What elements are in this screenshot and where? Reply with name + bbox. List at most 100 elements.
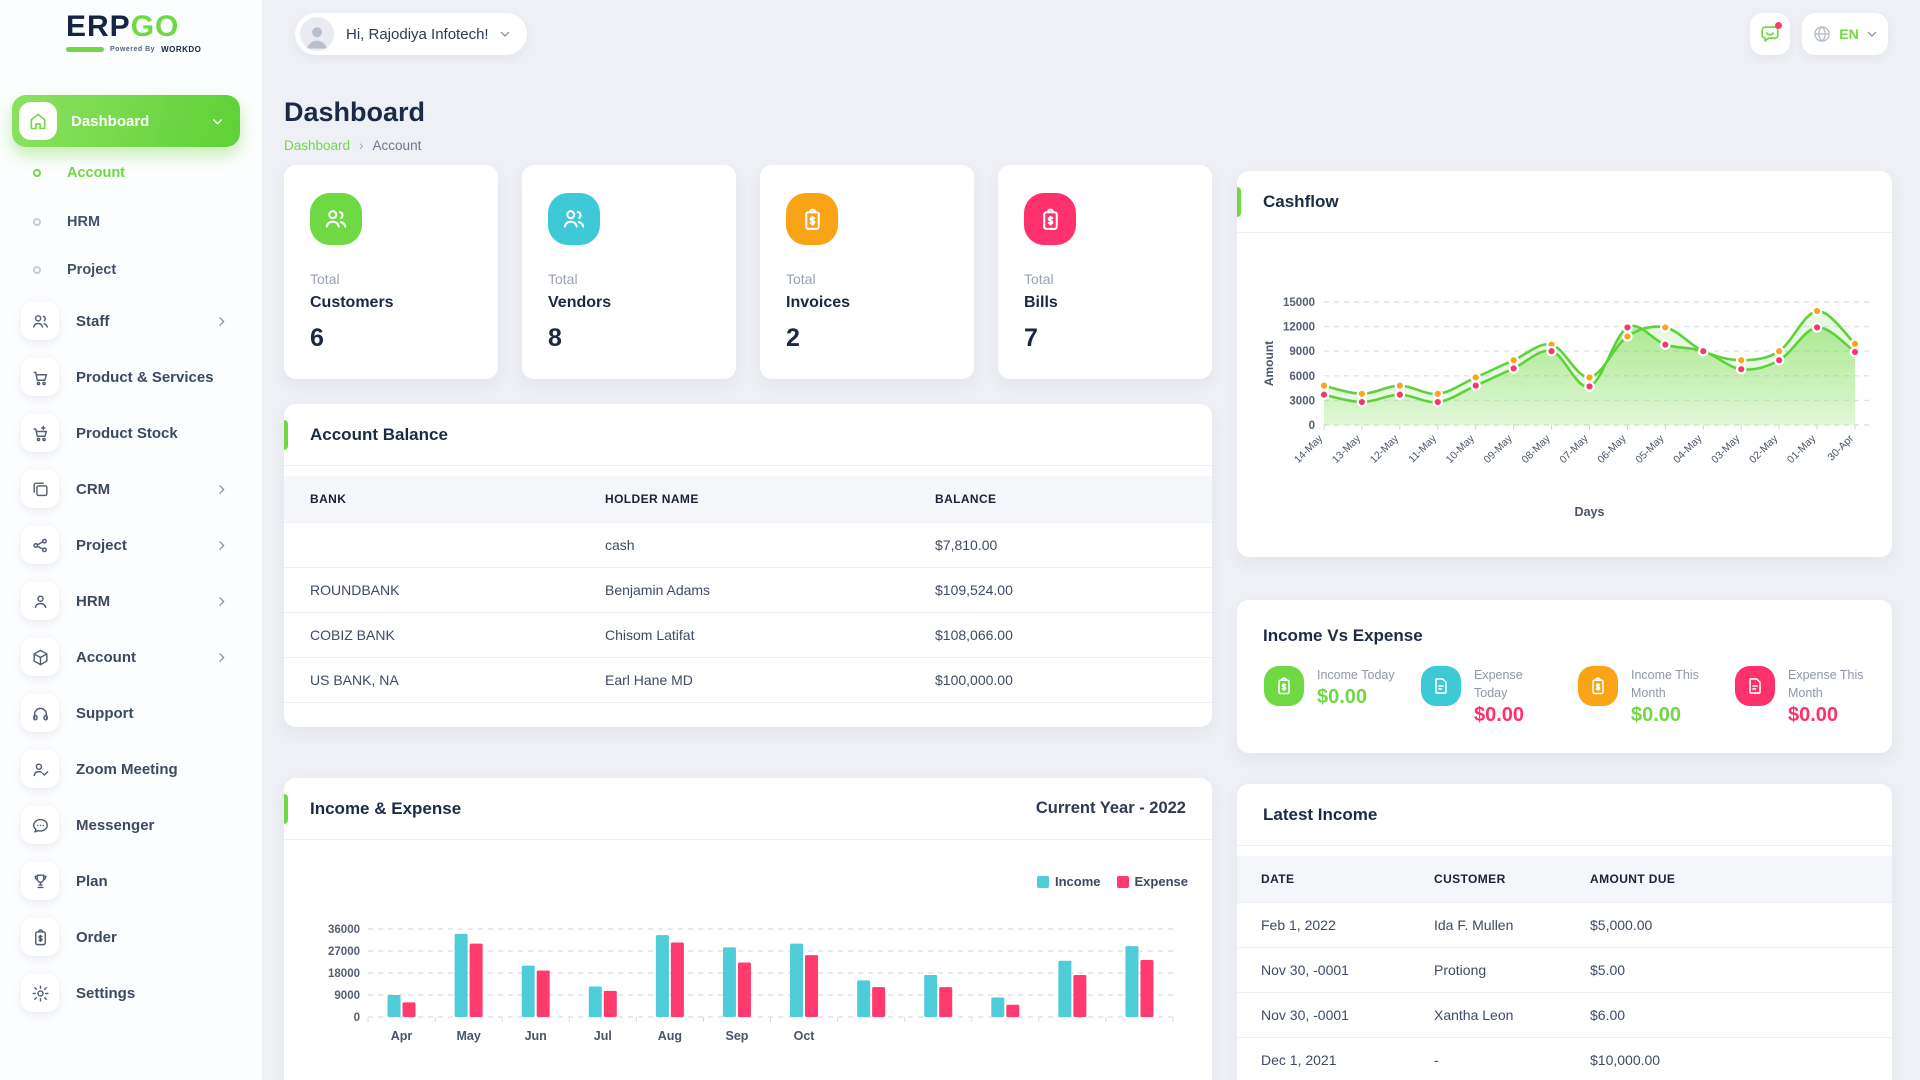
clipboard-dollar-icon <box>786 193 838 245</box>
table-row[interactable]: Nov 30, -0001 Protiong $5.00 <box>1237 946 1892 992</box>
chevron-down-icon <box>500 31 509 37</box>
svg-text:9000: 9000 <box>1289 346 1315 358</box>
sidebar-item-product-stock[interactable]: Product Stock <box>12 411 240 455</box>
svg-text:14-May: 14-May <box>1292 432 1326 466</box>
sidebar-item-label: Project <box>76 536 127 554</box>
income-month-item: Income This Month $0.00 <box>1578 666 1735 727</box>
app-logo[interactable]: ERPGO Powered By WORKDO <box>66 12 201 54</box>
breadcrumb-dashboard[interactable]: Dashboard <box>284 138 351 153</box>
notifications-button[interactable] <box>1750 13 1790 55</box>
sidebar-item-hrm[interactable]: HRM <box>12 579 240 623</box>
chevron-right-icon <box>219 652 225 662</box>
sidebar-item-zoom-meeting[interactable]: Zoom Meeting <box>12 747 240 791</box>
table-row[interactable]: Nov 30, -0001 Xantha Leon $6.00 <box>1237 991 1892 1037</box>
trophy-icon <box>33 873 47 888</box>
latest-income-table: DATE CUSTOMER AMOUNT DUE Feb 1, 2022 Ida … <box>1237 856 1892 1080</box>
table-row[interactable]: COBIZ BANK Chisom Latifat $108,066.00 <box>284 611 1212 657</box>
clipboard-dollar-icon <box>1578 666 1618 706</box>
svg-text:02-May: 02-May <box>1747 432 1781 466</box>
table-row[interactable]: US BANK, NA Earl Hane MD $100,000.00 <box>284 656 1212 703</box>
gear-icon <box>32 985 48 1001</box>
user-greeting: Hi, Rajodiya Infotech! <box>346 25 489 43</box>
svg-text:30-Apr: 30-Apr <box>1825 432 1856 463</box>
logo-erp-text: ERP <box>66 10 131 43</box>
metric-value: $0.00 <box>1788 704 1839 727</box>
user-menu[interactable]: Hi, Rajodiya Infotech! <box>295 13 527 55</box>
svg-text:15000: 15000 <box>1283 297 1315 309</box>
column-header[interactable]: AMOUNT DUE <box>1566 856 1892 902</box>
sidebar-item-label: Order <box>76 928 117 946</box>
page-title: Dashboard <box>284 97 426 127</box>
cube-icon <box>32 649 48 665</box>
income-expense-card: Income & Expense Current Year - 2022 Inc… <box>284 778 1212 1080</box>
sidebar-item-label: Dashboard <box>71 112 150 130</box>
sidebar-item-hrm-sub[interactable]: HRM <box>12 205 240 239</box>
column-header[interactable]: CUSTOMER <box>1410 856 1566 902</box>
sidebar-item-support[interactable]: Support <box>12 691 240 735</box>
sidebar-item-dashboard[interactable]: Dashboard <box>12 95 240 147</box>
svg-text:06-May: 06-May <box>1595 432 1629 466</box>
bullet-icon <box>33 169 41 177</box>
column-header[interactable]: HOLDER NAME <box>579 476 909 522</box>
column-header[interactable]: DATE <box>1237 856 1410 902</box>
sidebar-item-account[interactable]: Account <box>12 156 240 190</box>
expense-month-item: Expense This Month $0.00 <box>1735 666 1892 727</box>
income-today-item: Income Today $0.00 <box>1264 666 1421 727</box>
sidebar-item-staff[interactable]: Staff <box>12 299 240 343</box>
table-row[interactable]: Dec 1, 2021- $10,000.00 <box>1237 1036 1892 1080</box>
sidebar-item-product-services[interactable]: Product & Services <box>12 355 240 399</box>
table-row[interactable]: cash $7,810.00 <box>284 521 1212 567</box>
chevron-right-icon <box>219 540 225 550</box>
income-expense-bar-chart[interactable]: 0 9000 18000 27000 36000 Apr May Jun Jul Aug Sep Oc… <box>284 840 1212 1080</box>
sidebar-item-label: Staff <box>76 312 110 330</box>
svg-text:Amount: Amount <box>1262 341 1276 386</box>
sidebar-item-order[interactable]: Order <box>12 915 240 959</box>
sidebar-item-messenger[interactable]: Messenger <box>12 803 240 847</box>
legend-expense[interactable]: Expense <box>1116 874 1188 889</box>
clipboard-dollar-icon <box>1264 666 1304 706</box>
sidebar-item-settings[interactable]: Settings <box>12 971 240 1015</box>
users-icon <box>32 314 48 328</box>
sidebar-item-plan[interactable]: Plan <box>12 859 240 903</box>
legend-income[interactable]: Income <box>1037 874 1101 889</box>
users-icon <box>548 193 600 245</box>
sidebar-item-label: Product Stock <box>76 424 178 442</box>
language-selector[interactable]: EN <box>1802 13 1888 55</box>
sidebar-item-label: Project <box>67 262 117 278</box>
accent-bar <box>284 420 288 450</box>
column-header[interactable]: BANK <box>284 476 579 522</box>
sidebar-item-label: Zoom Meeting <box>76 760 178 778</box>
sidebar-item-crm[interactable]: CRM <box>12 467 240 511</box>
breadcrumb: Dashboard › Account <box>284 138 422 153</box>
sidebar-item-label: Support <box>76 704 134 722</box>
avatar <box>300 17 334 51</box>
section-title: Cashflow <box>1263 191 1339 211</box>
sidebar-item-account-main[interactable]: Account <box>12 635 240 679</box>
expense-swatch <box>1116 875 1129 888</box>
column-header[interactable]: BALANCE <box>909 476 1212 522</box>
table-row[interactable]: Feb 1, 2022 Ida F. Mullen $5,000.00 <box>1237 901 1892 947</box>
stat-card-vendors: Total Vendors 8 <box>522 165 736 379</box>
globe-icon <box>1814 25 1831 43</box>
windows-icon <box>32 481 48 496</box>
table-row[interactable]: ROUNDBANK Benjamin Adams $109,524.00 <box>284 566 1212 612</box>
svg-text:0: 0 <box>354 1012 360 1024</box>
account-balance-table: BANK HOLDER NAME BALANCE cash $7,810.00 R… <box>284 476 1212 703</box>
svg-text:08-May: 08-May <box>1519 432 1553 466</box>
stat-label: Invoices <box>786 294 851 311</box>
svg-text:Jul: Jul <box>594 1029 612 1043</box>
svg-text:01-May: 01-May <box>1785 432 1819 466</box>
person-icon <box>34 594 46 608</box>
stat-value: 8 <box>548 324 562 352</box>
stat-label: Bills <box>1024 294 1058 311</box>
cashflow-area-chart[interactable]: 0 3000 6000 9000 12000 15000 14-May 13-May 12-Ma… <box>1237 233 1892 557</box>
svg-text:12000: 12000 <box>1283 322 1315 334</box>
svg-text:09-May: 09-May <box>1482 432 1516 466</box>
chart-legend: Income Expense <box>1037 874 1188 889</box>
section-title: Latest Income <box>1263 804 1378 824</box>
sidebar-item-project-sub[interactable]: Project <box>12 253 240 287</box>
accent-bar <box>1237 187 1241 217</box>
svg-text:18000: 18000 <box>328 968 360 980</box>
sidebar-item-project[interactable]: Project <box>12 523 240 567</box>
logo-underline <box>66 47 104 52</box>
